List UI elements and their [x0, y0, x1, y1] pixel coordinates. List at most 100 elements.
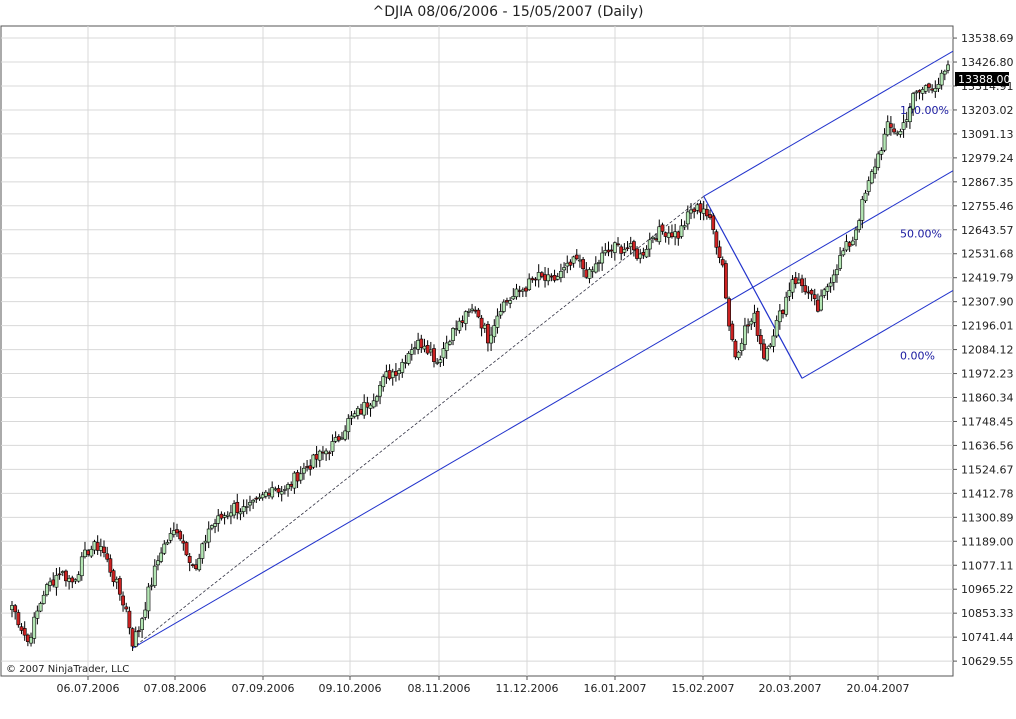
candle [892, 123, 896, 135]
lower-parallel-line [801, 290, 954, 379]
candle [489, 326, 494, 352]
candle [121, 591, 125, 612]
candle [371, 393, 376, 409]
candle [137, 626, 141, 638]
candle [784, 291, 789, 317]
fib-level-label: 0.00% [900, 349, 935, 362]
candle [838, 247, 843, 271]
candle [330, 434, 335, 457]
candle [362, 394, 367, 419]
candle [736, 350, 741, 361]
candle [927, 82, 931, 93]
candle [378, 381, 382, 405]
candle [435, 358, 440, 366]
y-tick-label: 12643.57 [961, 224, 1014, 237]
candle [822, 287, 827, 299]
candle [777, 303, 782, 330]
candle [346, 414, 351, 440]
y-tick-label: 12979.24 [961, 152, 1014, 165]
candle [616, 237, 620, 247]
candle [45, 582, 49, 597]
candle [704, 204, 709, 220]
candle [508, 297, 513, 309]
candle [755, 307, 760, 342]
candle [35, 605, 40, 625]
x-tick-label: 20.04.2007 [847, 682, 910, 695]
candle [102, 540, 106, 558]
candle [581, 256, 586, 278]
candle [235, 493, 240, 520]
candle [803, 277, 808, 295]
candle [13, 603, 18, 620]
y-tick-label: 10853.33 [961, 607, 1014, 620]
candle [241, 499, 246, 517]
candle [400, 358, 405, 378]
candle [162, 540, 167, 556]
fib-level-label: 50.00% [900, 228, 942, 241]
candle [41, 590, 46, 605]
last-price-label: 13388.00 [958, 73, 1011, 86]
candle [739, 338, 744, 356]
candle [89, 545, 94, 558]
candle [286, 482, 290, 497]
candle [850, 236, 855, 246]
candle [178, 529, 183, 541]
y-tick-label: 12867.35 [961, 176, 1014, 189]
candle [105, 546, 110, 563]
candle [888, 116, 893, 136]
candle [511, 288, 516, 301]
candle [270, 481, 275, 500]
candle [432, 344, 436, 368]
candle [825, 283, 830, 300]
y-tick-label: 11636.56 [961, 439, 1014, 452]
candle [381, 374, 386, 392]
candle [470, 303, 474, 314]
candle [644, 245, 649, 259]
y-tick-label: 11077.11 [961, 559, 1014, 572]
candle [200, 542, 205, 564]
candle [651, 235, 655, 244]
candle [942, 69, 947, 81]
candle [936, 77, 941, 93]
trend-dotted-line [132, 195, 704, 649]
candle [111, 568, 116, 587]
candle [349, 410, 354, 426]
x-tick-label: 11.12.2006 [496, 682, 559, 695]
x-tick-label: 09.10.2006 [319, 682, 382, 695]
candle [860, 195, 865, 229]
x-tick-label: 06.07.2006 [57, 682, 120, 695]
candle [866, 176, 871, 196]
candle [298, 466, 303, 484]
candle [187, 552, 192, 572]
candle [571, 255, 576, 268]
candle [863, 189, 868, 203]
candle [800, 274, 804, 293]
x-tick-label: 07.08.2006 [144, 682, 207, 695]
y-tick-label: 13203.02 [961, 104, 1014, 117]
y-tick-label: 13426.80 [961, 56, 1014, 69]
candle [746, 318, 751, 334]
candle [720, 256, 725, 268]
y-tick-label: 10965.22 [961, 583, 1014, 596]
candle [197, 553, 202, 572]
candle [809, 288, 814, 302]
candle [466, 308, 471, 317]
candle [711, 213, 716, 235]
candle [587, 267, 592, 284]
candle [660, 222, 665, 235]
candle [409, 343, 414, 361]
grid-lines [1, 26, 953, 676]
candle [933, 80, 938, 98]
candle [733, 339, 738, 360]
candle [574, 249, 579, 261]
last-price-marker: 13388.00 [955, 72, 1011, 86]
candle [622, 243, 627, 257]
candle [276, 484, 281, 498]
candle [631, 239, 636, 257]
candle [127, 606, 132, 635]
candle [898, 128, 903, 138]
candle [165, 539, 170, 546]
candle [79, 552, 84, 581]
candle [514, 283, 519, 300]
candle [444, 335, 449, 359]
